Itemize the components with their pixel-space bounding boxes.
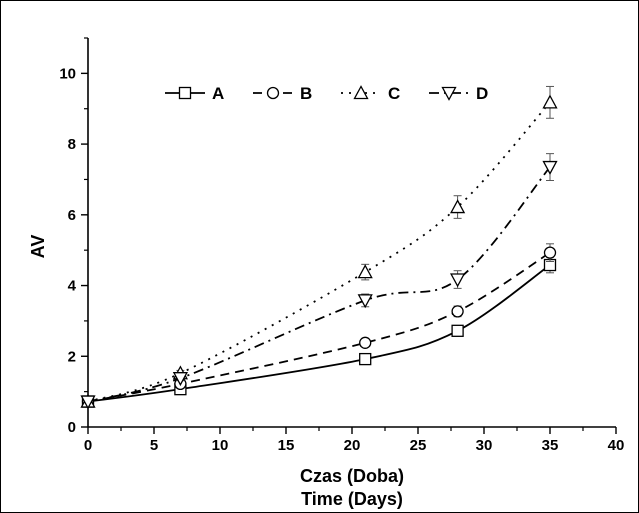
legend: A B C D [165,84,488,103]
x-axis-title-english: Time (Days) [301,489,403,509]
x-axis-title: Czas (Doba) [300,466,404,486]
data-point-D [357,294,373,309]
data-point-A [359,352,372,366]
y-axis-title: AV [28,235,48,259]
series-line-C [87,101,551,403]
data-point-D [172,372,188,387]
x-tick-label: 5 [150,437,158,454]
data-point-D [450,273,466,288]
legend-marker-B [266,86,280,100]
series-line-D [87,166,551,403]
x-tick-label: 25 [410,437,427,454]
y-tick-label: 10 [59,65,76,82]
x-tick-label: 0 [84,437,92,454]
legend-marker-A [178,86,192,100]
data-point-A [451,324,464,337]
x-tick-label: 20 [344,437,361,454]
series-D [80,153,558,410]
y-tick-label: 4 [68,278,77,295]
data-point-C [542,94,558,109]
axes: 0 5 10 15 20 25 30 35 40 0 2 4 6 8 10 [59,37,625,454]
legend-label-A: A [212,84,224,103]
legend-label-B: B [300,84,312,103]
data-point-C [357,264,373,279]
series-layer [80,85,558,410]
x-tick-label: 30 [476,437,493,454]
series-C [80,85,558,408]
series-B [81,243,557,408]
data-point-D [80,395,96,410]
data-point-B [359,336,372,349]
data-point-B [451,305,464,318]
series-line-A [87,264,551,403]
x-tick-label: 10 [212,437,229,454]
series-A [81,256,557,408]
x-tick-label: 40 [608,437,625,454]
legend-label-C: C [388,84,400,103]
data-point-C [450,199,466,214]
data-point-B [543,246,557,259]
y-tick-label: 2 [68,348,76,365]
legend-marker-D [441,86,457,101]
y-tick-label: 6 [68,207,76,224]
legend-label-D: D [476,84,488,103]
y-tick-label: 8 [68,136,76,153]
legend-marker-C [353,85,369,100]
x-tick-label: 35 [542,437,559,454]
data-point-D [542,160,558,175]
x-tick-label: 15 [278,437,295,454]
y-tick-label: 0 [68,419,76,436]
series-line-B [87,251,551,403]
